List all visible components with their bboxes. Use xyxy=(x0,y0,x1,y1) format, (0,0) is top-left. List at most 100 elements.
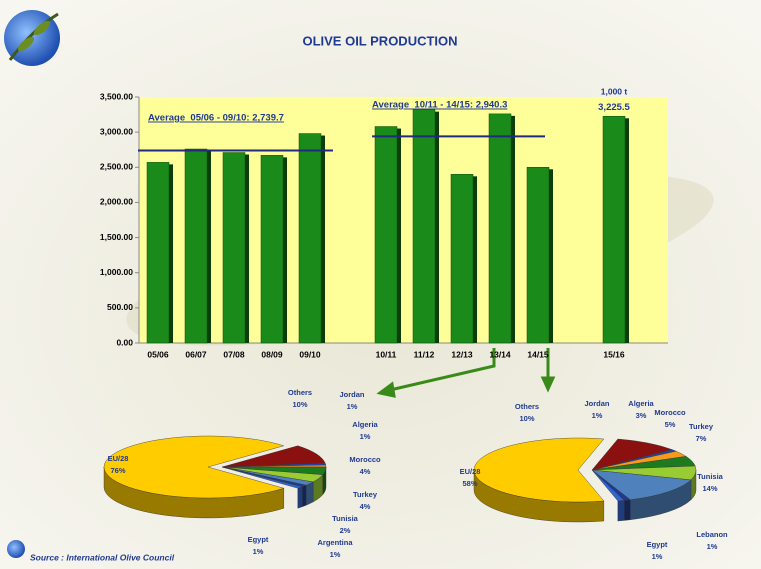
slice-name: EU/28 xyxy=(460,467,481,476)
average-label: Average 05/06 - 09/10: 2,739.7 xyxy=(148,113,284,124)
pie-side xyxy=(305,481,314,506)
bar xyxy=(450,174,474,344)
slice-name: Others xyxy=(515,402,539,411)
slice-value-label: 1% xyxy=(347,402,358,411)
pie-side xyxy=(301,484,307,508)
slice-value-label: 10% xyxy=(519,414,534,423)
logo-small xyxy=(7,540,25,558)
pie-slice xyxy=(473,437,605,503)
slice-name: Turkey xyxy=(353,490,378,499)
bar-side xyxy=(245,154,249,343)
slice-name: Morocco xyxy=(349,455,381,464)
bar xyxy=(488,113,512,344)
bar-side xyxy=(435,111,439,343)
slice-value-label: 14% xyxy=(702,484,717,493)
slice-name: Egypt xyxy=(248,535,269,544)
slice-name: Jordan xyxy=(339,390,364,399)
x-tick-label: 12/13 xyxy=(451,349,473,359)
slice-value-label: 5% xyxy=(665,420,676,429)
x-tick-label: 07/08 xyxy=(223,349,245,359)
bar xyxy=(260,155,284,344)
unit-label: 1,000 t xyxy=(601,87,628,97)
x-tick-label: 05/06 xyxy=(147,349,169,359)
slice-name: Others xyxy=(288,388,312,397)
x-tick-label: 06/07 xyxy=(185,349,207,359)
slice-name: Jordan xyxy=(584,399,609,408)
slice-value-label: 1% xyxy=(253,547,264,556)
pie-side xyxy=(297,486,303,509)
slice-value-label: 58% xyxy=(462,479,477,488)
bar xyxy=(222,152,246,344)
slice-value-label: 76% xyxy=(110,466,125,475)
slice-name: Tunisia xyxy=(697,472,724,481)
average-label: Average 10/11 - 14/15: 2,940.3 xyxy=(372,100,507,111)
bar-side xyxy=(169,164,173,343)
pie-side xyxy=(617,500,625,522)
bar xyxy=(146,162,170,344)
slice-name: Egypt xyxy=(647,540,668,549)
pie-slice xyxy=(591,469,692,500)
bar xyxy=(602,116,626,344)
pie-slice xyxy=(591,469,625,502)
bar xyxy=(298,133,322,344)
y-tick-label: 3,500.00 xyxy=(100,91,133,101)
x-tick-label: 08/09 xyxy=(261,349,283,359)
slice-name: Turkey xyxy=(689,422,714,431)
bar-side xyxy=(207,151,211,343)
source: Source : International Olive Council xyxy=(30,552,175,562)
bar-side xyxy=(511,115,515,344)
slice-name: Algeria xyxy=(352,420,378,429)
bar-side xyxy=(283,157,287,343)
slice-value-label: 2% xyxy=(340,526,351,535)
x-tick-label: 11/12 xyxy=(414,349,435,359)
bar-side xyxy=(397,128,401,343)
pie-slice xyxy=(103,435,285,499)
slice-name: EU/28 xyxy=(108,454,129,463)
x-tick-label: 15/16 xyxy=(603,349,625,359)
y-tick-label: 500.00 xyxy=(107,302,133,312)
slice-value-label: 4% xyxy=(360,502,371,511)
y-tick-label: 0.00 xyxy=(116,337,133,347)
slice-value-label: 7% xyxy=(696,434,707,443)
x-tick-label: 09/10 xyxy=(299,349,321,359)
bar xyxy=(412,109,436,344)
y-tick-label: 2,500.00 xyxy=(100,162,133,172)
slice-value-label: 1% xyxy=(707,542,718,551)
pie-slice xyxy=(221,466,303,489)
slice-value-label: 1% xyxy=(360,432,371,441)
pie-side xyxy=(623,499,631,521)
slice-name: Algeria xyxy=(628,399,654,408)
bar-side xyxy=(321,135,325,343)
slice-value-label: 10% xyxy=(292,400,307,409)
slice-value-label: 1% xyxy=(652,552,663,561)
slice-name: Lebanon xyxy=(696,530,728,539)
title: OLIVE OIL PRODUCTION xyxy=(302,33,457,48)
arrows xyxy=(376,348,556,398)
plot-area xyxy=(139,97,668,343)
value-label: 3,225.5 xyxy=(598,102,630,113)
bar-side xyxy=(473,176,477,343)
bar xyxy=(526,167,550,344)
slice-name: Morocco xyxy=(654,408,686,417)
slice-name: Tunisia xyxy=(332,514,359,523)
slice-name: Argentina xyxy=(317,538,353,547)
bar xyxy=(184,148,208,344)
pie xyxy=(473,437,697,523)
pie xyxy=(103,435,327,519)
slice-value-label: 1% xyxy=(592,411,603,420)
y-tick-label: 1,000.00 xyxy=(100,267,133,277)
x-tick-label: 14/15 xyxy=(527,349,549,359)
y-tick-label: 1,500.00 xyxy=(100,232,133,242)
x-tick-label: 10/11 xyxy=(376,349,397,359)
y-tick-label: 2,000.00 xyxy=(100,197,133,207)
logo xyxy=(4,10,60,66)
bar xyxy=(374,126,398,344)
slice-value-label: 4% xyxy=(360,467,371,476)
y-tick-label: 3,000.00 xyxy=(100,126,133,136)
x-tick-label: 13/14 xyxy=(489,349,511,359)
slice-value-label: 3% xyxy=(636,411,647,420)
bar-side xyxy=(625,118,629,343)
bar-side xyxy=(549,169,553,343)
